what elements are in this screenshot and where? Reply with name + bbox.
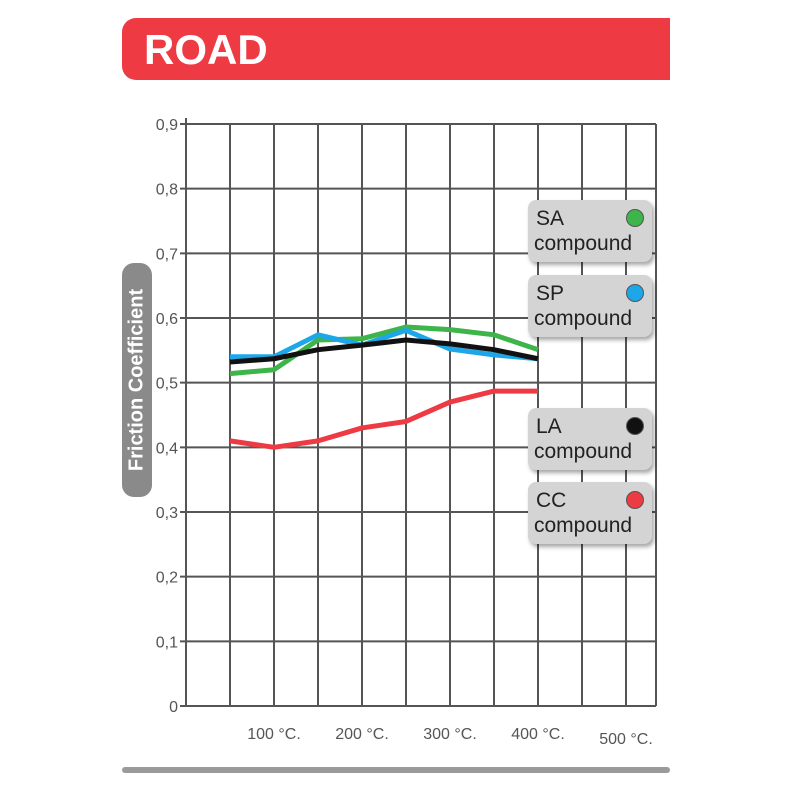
- y-axis-label-pill: Friction Coefficient: [122, 263, 152, 497]
- legend-sa: SA compound: [528, 200, 652, 262]
- series-line-la: [229, 337, 539, 365]
- legend-la: LA compound: [528, 408, 652, 470]
- legend-dot-icon: [626, 417, 644, 435]
- legend-name: CC: [536, 489, 567, 512]
- series-line-cc: [229, 388, 538, 450]
- legend-dot-icon: [626, 209, 644, 227]
- x-tick-label: 500 °C.: [599, 731, 653, 748]
- x-tick-label: 200 °C.: [335, 726, 389, 743]
- x-tick-label: 100 °C.: [247, 726, 301, 743]
- y-tick-label: 0,8: [156, 182, 178, 199]
- legend-sp: SP compound: [528, 275, 652, 337]
- y-tick-label: 0,1: [156, 634, 178, 651]
- y-tick-label: 0,7: [156, 246, 178, 263]
- x-tick-label: 300 °C.: [423, 726, 477, 743]
- y-tick-label: 0,2: [156, 570, 178, 587]
- y-tick-label: 0: [169, 699, 178, 716]
- series-line-sa: [229, 324, 539, 377]
- legend-dot-icon: [626, 284, 644, 302]
- y-tick-label: 0,9: [156, 117, 178, 134]
- legend-cc: CC compound: [528, 482, 652, 544]
- legend-dot-icon: [626, 491, 644, 509]
- y-tick-label: 0,3: [156, 505, 178, 522]
- y-tick-label: 0,6: [156, 311, 178, 328]
- legend-name: SP: [536, 282, 565, 305]
- footer-divider: [122, 767, 670, 773]
- legend-label: compound: [534, 514, 633, 537]
- header-banner: ROAD: [122, 18, 670, 80]
- header-title: ROAD: [144, 26, 268, 73]
- legend-name: SA: [536, 207, 565, 230]
- y-tick-label: 0,5: [156, 376, 178, 393]
- y-tick-label: 0,4: [156, 440, 178, 457]
- x-tick-label: 400 °C.: [511, 726, 565, 743]
- legend-name: LA: [536, 415, 562, 438]
- legend-label: compound: [534, 440, 633, 463]
- series-line-sp: [230, 327, 539, 362]
- legend-label: compound: [534, 232, 633, 255]
- legend-label: compound: [534, 307, 633, 330]
